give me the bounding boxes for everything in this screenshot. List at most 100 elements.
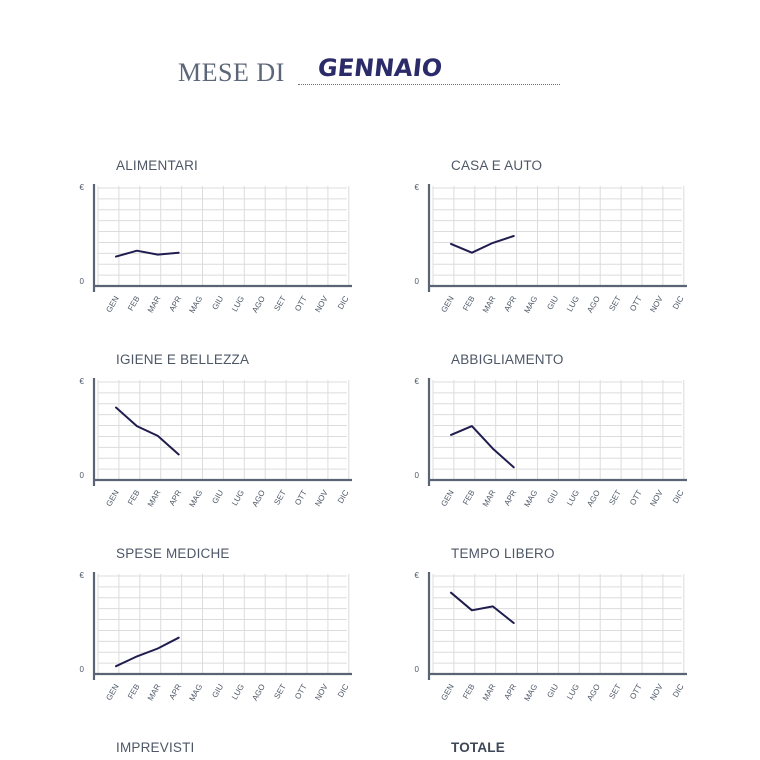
x-tick-label: DIC (336, 488, 351, 505)
x-tick-label: DIC (336, 682, 351, 699)
series-line (115, 249, 180, 258)
x-tick-label: DIC (336, 294, 351, 311)
x-tick-label: MAR (146, 294, 163, 314)
chart-title: IMPREVISTI (116, 740, 195, 755)
chart-title: SPESE MEDICHE (116, 546, 230, 561)
y-top-label: € (415, 377, 420, 386)
x-tick-label: NOV (313, 294, 330, 314)
x-tick-label: GEN (104, 682, 121, 702)
x-tick-label: NOV (313, 682, 330, 702)
x-tick-label: LUG (565, 295, 581, 314)
x-tick-label: AGO (250, 489, 267, 509)
chart-tempo-libero: €0 GEN FEB MAR APR MAG GIU LUG AGO SET OTT NOV DIC (415, 571, 687, 703)
x-tick-label: APR (502, 488, 518, 507)
x-tick-label: MAG (187, 295, 204, 315)
chart-panel-totale: TOTALE (425, 740, 725, 760)
x-tick-label: FEB (126, 489, 142, 507)
chart-panel-spese-mediche: SPESE MEDICHE €0 GEN FEB MAR APR MAG GIU LUG AGO… (80, 546, 390, 736)
x-tick-label: MAR (146, 682, 163, 702)
x-tick-label: GIU (210, 488, 225, 505)
y-zero-label: 0 (415, 471, 420, 480)
x-tick-label: SET (272, 682, 288, 700)
x-tick-label: GEN (439, 682, 456, 702)
month-prefix: MESE DI (178, 58, 285, 87)
y-top-label: € (80, 377, 85, 386)
month-write-line (298, 84, 560, 85)
x-tick-label: NOV (313, 488, 330, 508)
y-zero-label: 0 (415, 665, 420, 674)
chart-igiene-e-bellezza: €0 GEN FEB MAR APR MAG GIU LUG AGO SET OTT NOV DIC (80, 377, 352, 509)
x-tick-label: AGO (250, 683, 267, 703)
grid (432, 186, 685, 287)
x-tick-label: GIU (210, 294, 225, 311)
grid (97, 186, 350, 287)
y-top-label: € (415, 183, 420, 192)
x-tick-label: FEB (461, 683, 477, 701)
x-tick-label: MAG (187, 683, 204, 703)
chart-panel-casa-e-auto: CASA E AUTO €0 GEN FEB MAR APR MAG GIU LUG AGO SE… (415, 158, 725, 348)
x-tick-label: MAG (522, 489, 539, 509)
x-tick-label: LUG (230, 683, 246, 702)
x-tick-label: GIU (545, 294, 560, 311)
chart-abbigliamento: €0 GEN FEB MAR APR MAG GIU LUG AGO SET OTT NOV DIC (415, 377, 687, 509)
series-line (115, 406, 180, 456)
series-line (450, 235, 515, 254)
x-tick-label: LUG (565, 683, 581, 702)
chart-title: TOTALE (451, 740, 505, 755)
x-tick-label: APR (167, 682, 183, 701)
grid (97, 380, 350, 481)
x-tick-label: AGO (585, 295, 602, 315)
y-top-label: € (415, 571, 420, 580)
x-tick-label: MAR (481, 682, 498, 702)
series-line (450, 425, 515, 469)
y-zero-label: 0 (80, 471, 85, 480)
x-tick-label: MAR (146, 488, 163, 508)
x-tick-label: AGO (250, 295, 267, 315)
chart-panel-tempo-libero: TEMPO LIBERO €0 GEN FEB MAR APR MAG GIU LUG AGO S… (415, 546, 725, 736)
x-tick-label: APR (167, 294, 183, 313)
y-top-label: € (80, 571, 85, 580)
x-tick-label: OTT (628, 294, 644, 312)
chart-title: TEMPO LIBERO (451, 546, 555, 561)
x-tick-label: GIU (545, 682, 560, 699)
x-tick-label: FEB (461, 295, 477, 313)
y-zero-label: 0 (80, 665, 85, 674)
x-tick-label: APR (502, 294, 518, 313)
x-tick-label: APR (502, 682, 518, 701)
x-tick-label: MAG (522, 295, 539, 315)
chart-title: IGIENE E BELLEZZA (116, 352, 250, 367)
x-tick-label: LUG (230, 295, 246, 314)
grid (432, 574, 685, 675)
x-tick-label: MAG (187, 489, 204, 509)
x-tick-label: SET (272, 488, 288, 506)
chart-panel-abbigliamento: ABBIGLIAMENTO €0 GEN FEB MAR APR MAG GIU LUG AGO… (415, 352, 725, 542)
x-tick-label: GEN (104, 488, 121, 508)
x-tick-label: OTT (293, 488, 309, 506)
series-line (450, 591, 515, 624)
x-tick-label: MAR (481, 488, 498, 508)
chart-spese-mediche: €0 GEN FEB MAR APR MAG GIU LUG AGO SET OTT NOV DIC (80, 571, 352, 703)
month-value: GENNAIO (316, 54, 444, 82)
chart-panel-alimentari: ALIMENTARI €0 GEN FEB MAR APR MAG GIU LUG AGO SET… (80, 158, 390, 348)
x-tick-label: DIC (671, 294, 686, 311)
x-tick-label: GIU (210, 682, 225, 699)
chart-panel-igiene-e-bellezza: IGIENE E BELLEZZA €0 GEN FEB MAR APR MAG GIU LU… (80, 352, 390, 542)
chart-title: ABBIGLIAMENTO (451, 352, 564, 367)
x-tick-label: SET (607, 294, 623, 312)
x-tick-label: OTT (628, 488, 644, 506)
chart-casa-e-auto: €0 GEN FEB MAR APR MAG GIU LUG AGO SET OTT NOV DIC (415, 183, 687, 315)
x-tick-label: OTT (293, 294, 309, 312)
x-tick-label: GEN (439, 488, 456, 508)
x-tick-label: NOV (648, 682, 665, 702)
page-header: MESE DI GENNAIO (0, 0, 760, 120)
chart-title: ALIMENTARI (116, 158, 199, 173)
grid (97, 574, 350, 675)
x-tick-label: MAR (481, 294, 498, 314)
x-tick-label: GIU (545, 488, 560, 505)
y-zero-label: 0 (80, 277, 85, 286)
grid (432, 380, 685, 481)
x-tick-label: LUG (565, 489, 581, 508)
x-tick-label: SET (607, 488, 623, 506)
x-tick-label: LUG (230, 489, 246, 508)
x-tick-label: OTT (293, 682, 309, 700)
